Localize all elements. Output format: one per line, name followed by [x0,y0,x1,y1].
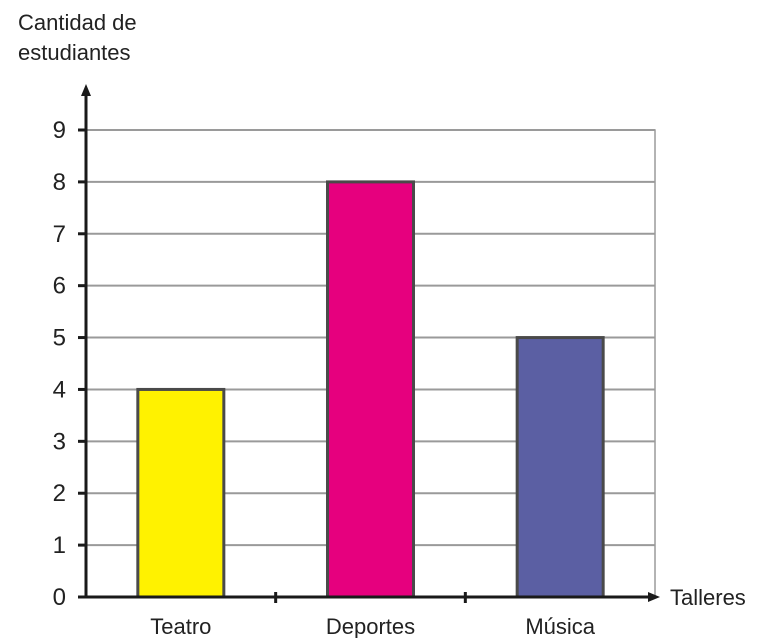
y-tick-label-3: 3 [53,428,66,455]
y-tick-label-0: 0 [53,584,66,611]
y-tick-label-2: 2 [53,480,66,507]
bar-música [515,336,605,599]
y-axis-label: Cantidad de estudiantes [18,8,178,68]
y-tick-label-9: 9 [53,117,66,144]
x-axis-arrow [648,592,660,602]
x-category-label-2: Deportes [326,614,415,638]
y-tick-label-5: 5 [53,325,66,352]
y-tick-label-7: 7 [53,221,66,248]
x-category-label-1: Teatro [150,614,211,638]
x-axis-label: Talleres [670,585,746,610]
y-axis-label-line-2: estudiantes [18,40,131,65]
y-axis-arrow [81,84,91,96]
y-tick-label-8: 8 [53,169,66,196]
x-category-label-3: Música [525,614,595,638]
y-axis-label-line-1: Cantidad de [18,10,137,35]
y-tick-label-1: 1 [53,532,66,559]
y-tick-label-4: 4 [53,376,66,403]
y-tick-label-6: 6 [53,273,66,300]
bar-teatro [136,387,226,599]
bar-deportes [326,180,415,599]
